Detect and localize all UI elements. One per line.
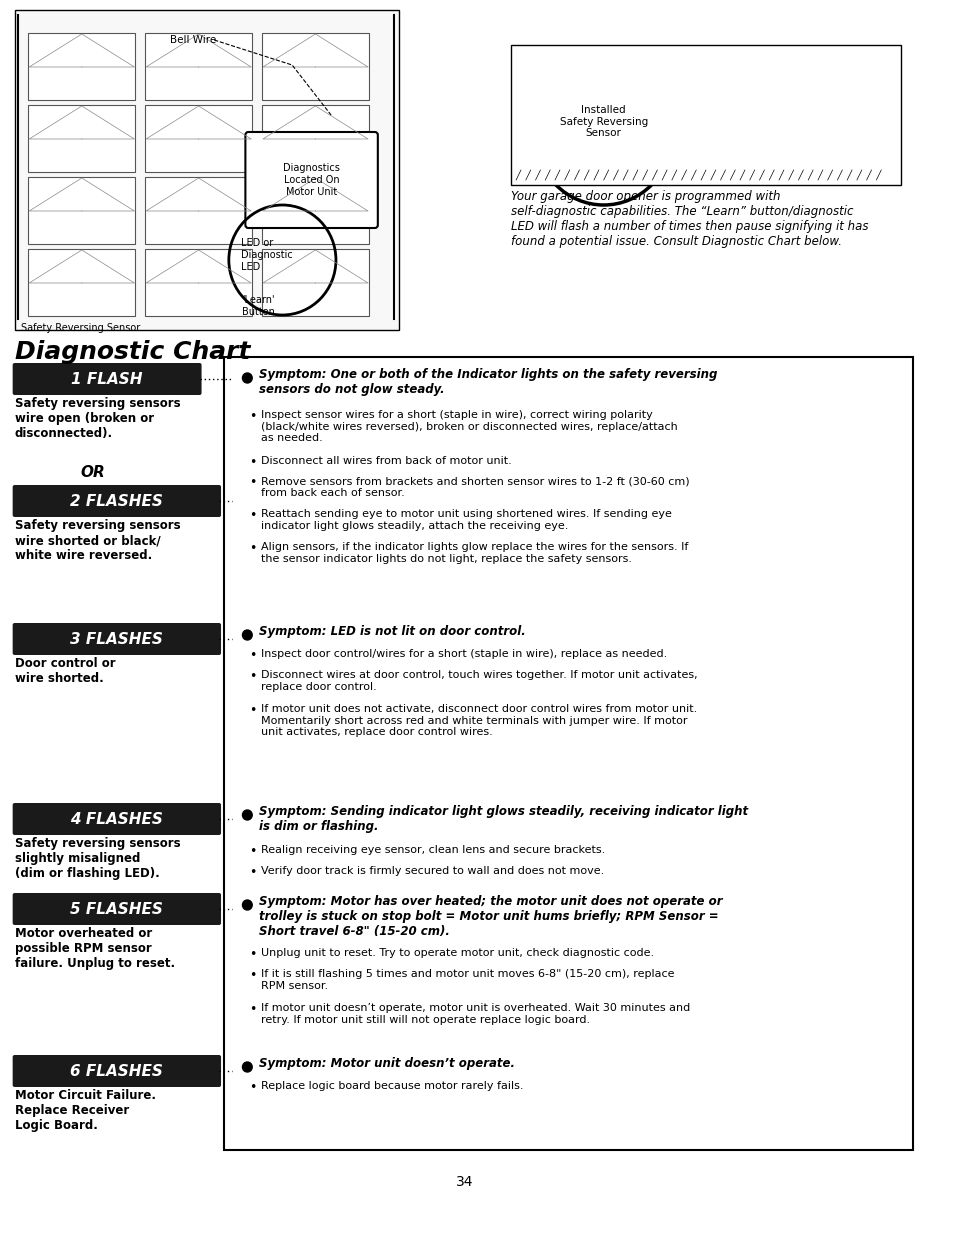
Text: 34: 34 — [456, 1174, 473, 1189]
FancyBboxPatch shape — [145, 249, 252, 316]
FancyBboxPatch shape — [511, 44, 900, 185]
Text: •: • — [249, 456, 256, 469]
Text: •: • — [249, 650, 256, 662]
Text: If motor unit doesn’t operate, motor unit is overheated. Wait 30 minutes and
ret: If motor unit doesn’t operate, motor uni… — [261, 1003, 690, 1025]
Text: 5 FLASHES: 5 FLASHES — [71, 902, 163, 916]
Text: Diagnostics
Located On
Motor Unit: Diagnostics Located On Motor Unit — [283, 163, 339, 196]
Text: 6 FLASHES: 6 FLASHES — [71, 1063, 163, 1078]
Circle shape — [242, 373, 252, 383]
FancyBboxPatch shape — [12, 893, 221, 925]
Text: Installed
Safety Reversing
Sensor: Installed Safety Reversing Sensor — [559, 105, 647, 138]
Text: Inspect door control/wires for a short (staple in wire), replace as needed.: Inspect door control/wires for a short (… — [261, 650, 666, 659]
FancyBboxPatch shape — [12, 485, 221, 517]
FancyBboxPatch shape — [145, 105, 252, 172]
FancyBboxPatch shape — [14, 10, 398, 330]
Circle shape — [242, 1062, 252, 1072]
Text: If it is still flashing 5 times and motor unit moves 6-8" (15-20 cm), replace
RP: If it is still flashing 5 times and moto… — [261, 969, 674, 990]
FancyBboxPatch shape — [145, 33, 252, 100]
Text: Inspect sensor wires for a short (staple in wire), correct wiring polarity
(blac: Inspect sensor wires for a short (staple… — [261, 410, 677, 443]
Text: Symptom: Motor unit doesn’t operate.: Symptom: Motor unit doesn’t operate. — [259, 1057, 515, 1070]
Text: Motor Circuit Failure.
Replace Receiver
Logic Board.: Motor Circuit Failure. Replace Receiver … — [14, 1089, 155, 1132]
Text: If motor unit does not activate, disconnect door control wires from motor unit.
: If motor unit does not activate, disconn… — [261, 704, 697, 737]
Text: Realign receiving eye sensor, clean lens and secure brackets.: Realign receiving eye sensor, clean lens… — [261, 845, 604, 855]
Text: 'Learn'
Button: 'Learn' Button — [241, 295, 274, 316]
FancyBboxPatch shape — [29, 33, 135, 100]
Text: Disconnect all wires from back of motor unit.: Disconnect all wires from back of motor … — [261, 456, 511, 466]
FancyBboxPatch shape — [29, 249, 135, 316]
Text: Symptom: Motor has over heated; the motor unit does not operate or
trolley is st: Symptom: Motor has over heated; the moto… — [259, 895, 721, 939]
FancyBboxPatch shape — [12, 1055, 221, 1087]
FancyBboxPatch shape — [262, 105, 369, 172]
FancyBboxPatch shape — [12, 622, 221, 655]
Text: 3 FLASHES: 3 FLASHES — [71, 631, 163, 646]
FancyBboxPatch shape — [262, 33, 369, 100]
Text: Remove sensors from brackets and shorten sensor wires to 1-2 ft (30-60 cm)
from : Remove sensors from brackets and shorten… — [261, 475, 689, 498]
Text: OR: OR — [80, 466, 105, 480]
Text: •: • — [249, 969, 256, 982]
FancyBboxPatch shape — [29, 177, 135, 245]
Text: Your garage door opener is programmed with
self-diagnostic capabilities. The “Le: Your garage door opener is programmed wi… — [511, 190, 868, 248]
Text: •: • — [249, 704, 256, 718]
FancyBboxPatch shape — [262, 249, 369, 316]
Circle shape — [242, 810, 252, 820]
FancyBboxPatch shape — [12, 363, 201, 395]
Text: Safety reversing sensors
slightly misaligned
(dim or flashing LED).: Safety reversing sensors slightly misali… — [14, 837, 180, 881]
Text: •: • — [249, 1003, 256, 1016]
Text: Door control or
wire shorted.: Door control or wire shorted. — [14, 657, 115, 685]
FancyBboxPatch shape — [262, 177, 369, 245]
Text: LED or
Diagnostic
LED: LED or Diagnostic LED — [241, 238, 293, 272]
Text: Motor overheated or
possible RPM sensor
failure. Unplug to reset.: Motor overheated or possible RPM sensor … — [14, 927, 174, 969]
FancyBboxPatch shape — [12, 803, 221, 835]
Text: •: • — [249, 410, 256, 424]
Circle shape — [242, 630, 252, 640]
Text: Safety reversing sensors
wire open (broken or
disconnected).: Safety reversing sensors wire open (brok… — [14, 396, 180, 440]
Text: 2 FLASHES: 2 FLASHES — [71, 494, 163, 509]
Text: Diagnostic Chart: Diagnostic Chart — [14, 340, 250, 364]
Text: •: • — [249, 542, 256, 555]
Text: •: • — [249, 866, 256, 879]
Text: •: • — [249, 845, 256, 858]
Text: 1 FLASH: 1 FLASH — [71, 372, 143, 387]
Text: Symptom: Sending indicator light glows steadily, receiving indicator light
is di: Symptom: Sending indicator light glows s… — [259, 805, 747, 832]
Text: Verify door track is firmly secured to wall and does not move.: Verify door track is firmly secured to w… — [261, 866, 603, 876]
FancyBboxPatch shape — [29, 105, 135, 172]
FancyBboxPatch shape — [224, 357, 912, 1150]
Text: Replace logic board because motor rarely fails.: Replace logic board because motor rarely… — [261, 1081, 523, 1091]
Text: Safety Reversing Sensor: Safety Reversing Sensor — [21, 324, 140, 333]
Text: •: • — [249, 509, 256, 522]
Text: •: • — [249, 475, 256, 489]
Text: •: • — [249, 1081, 256, 1094]
Text: Symptom: One or both of the Indicator lights on the safety reversing
sensors do : Symptom: One or both of the Indicator li… — [259, 368, 717, 396]
FancyBboxPatch shape — [245, 132, 377, 228]
Text: Unplug unit to reset. Try to operate motor unit, check diagnostic code.: Unplug unit to reset. Try to operate mot… — [261, 948, 654, 958]
Text: •: • — [249, 671, 256, 683]
FancyBboxPatch shape — [145, 177, 252, 245]
Text: Reattach sending eye to motor unit using shortened wires. If sending eye
indicat: Reattach sending eye to motor unit using… — [261, 509, 671, 531]
Text: Bell Wire: Bell Wire — [171, 35, 216, 44]
Text: Align sensors, if the indicator lights glow replace the wires for the sensors. I: Align sensors, if the indicator lights g… — [261, 542, 688, 563]
Circle shape — [242, 900, 252, 910]
Text: Disconnect wires at door control, touch wires together. If motor unit activates,: Disconnect wires at door control, touch … — [261, 671, 697, 692]
Text: Symptom: LED is not lit on door control.: Symptom: LED is not lit on door control. — [259, 625, 525, 638]
Text: 4 FLASHES: 4 FLASHES — [71, 811, 163, 826]
Text: Safety reversing sensors
wire shorted or black/
white wire reversed.: Safety reversing sensors wire shorted or… — [14, 519, 180, 562]
Text: •: • — [249, 948, 256, 961]
